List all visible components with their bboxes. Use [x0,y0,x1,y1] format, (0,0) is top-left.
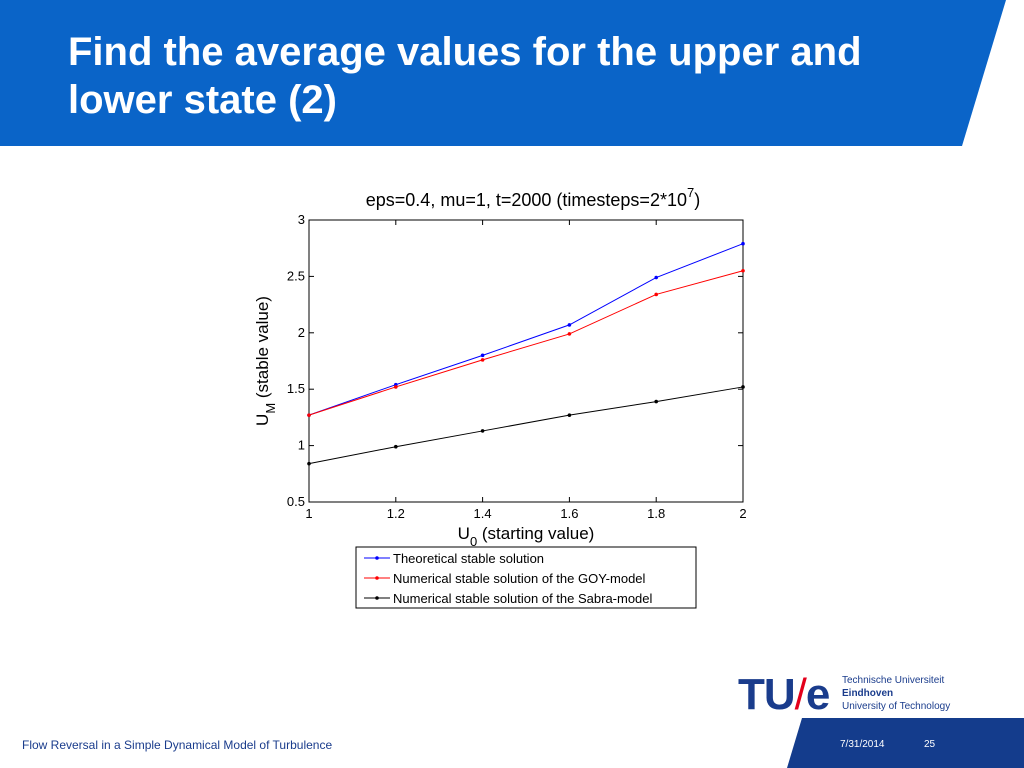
line-chart: eps=0.4, mu=1, t=2000 (timesteps=2*107) … [253,185,747,609]
x-tick-label: 1 [305,506,312,521]
header-shape [0,0,1006,146]
header-banner [0,0,1006,146]
series-1-point [480,353,485,358]
university-logo: TU/e Technische Universiteit Eindhoven U… [738,666,978,719]
logo-line-1: Technische Universiteit [842,675,945,686]
y-tick-label: 2.5 [287,268,305,283]
x-tick-label: 2 [739,506,746,521]
chart-title: eps=0.4, mu=1, t=2000 (timesteps=2*107) [366,185,700,210]
series-line-3 [308,386,744,465]
tue-logo-mark: TU/e [738,670,830,719]
legend-marker-1 [375,556,379,560]
legend-marker-3 [375,596,379,600]
series-3-point [307,461,311,466]
series-2-point [567,332,572,336]
y-tick-label: 1 [298,438,305,453]
series-3-point [480,429,485,433]
axis-ticks: 1 1.2 1.4 1.6 1.8 20.511.522.53 [287,212,747,521]
y-tick-label: 2 [298,325,305,340]
y-axis-label: UM (stable value) [253,296,278,426]
x-axis-label: U0 (starting value) [458,524,595,549]
logo-line-3: University of Technology [842,701,951,712]
series-line-1 [308,243,744,416]
series-3-point [394,444,398,449]
legend-label-2: Numerical stable solution of the GOY-mod… [393,571,646,586]
x-tick-label: 1.4 [474,506,492,521]
footer-bar [787,718,1024,768]
footer-page-number: 25 [924,739,936,750]
chart-legend: Theoretical stable solution Numerical sta… [355,546,697,609]
y-tick-label: 3 [298,212,305,227]
legend-label-1: Theoretical stable solution [393,551,544,566]
series-3-point [741,385,745,389]
series-1-point [654,275,658,280]
x-tick-label: 1.8 [647,506,665,521]
footer-presentation-title: Flow Reversal in a Simple Dynamical Mode… [22,738,333,752]
series-3-point [654,399,658,404]
plot-area [308,219,744,503]
legend-box [355,546,697,609]
logo-line-2: Eindhoven [842,688,894,699]
series-1-point [741,241,745,246]
series-2-point [654,292,658,297]
logo-text: Technische Universiteit Eindhoven Univer… [842,674,950,713]
series-1-point [567,323,572,327]
y-tick-label: 1.5 [287,381,305,396]
series-2-point [394,385,398,389]
footer-date: 7/31/2014 [840,739,885,750]
y-tick-label: 0.5 [287,494,305,509]
legend-label-3: Numerical stable solution of the Sabra-m… [393,591,653,606]
series-3-point [567,413,572,417]
series-2-point [480,358,485,362]
x-tick-label: 1.6 [560,506,578,521]
series-2-point [307,413,311,417]
legend-marker-2 [375,576,379,580]
series-2-point [741,268,745,273]
footer-shape [787,718,1024,768]
slide-title: Find the average values for the upper an… [68,30,862,122]
x-tick-label: 1.2 [387,506,405,521]
series-line-2 [308,270,744,416]
series-group [307,241,745,466]
